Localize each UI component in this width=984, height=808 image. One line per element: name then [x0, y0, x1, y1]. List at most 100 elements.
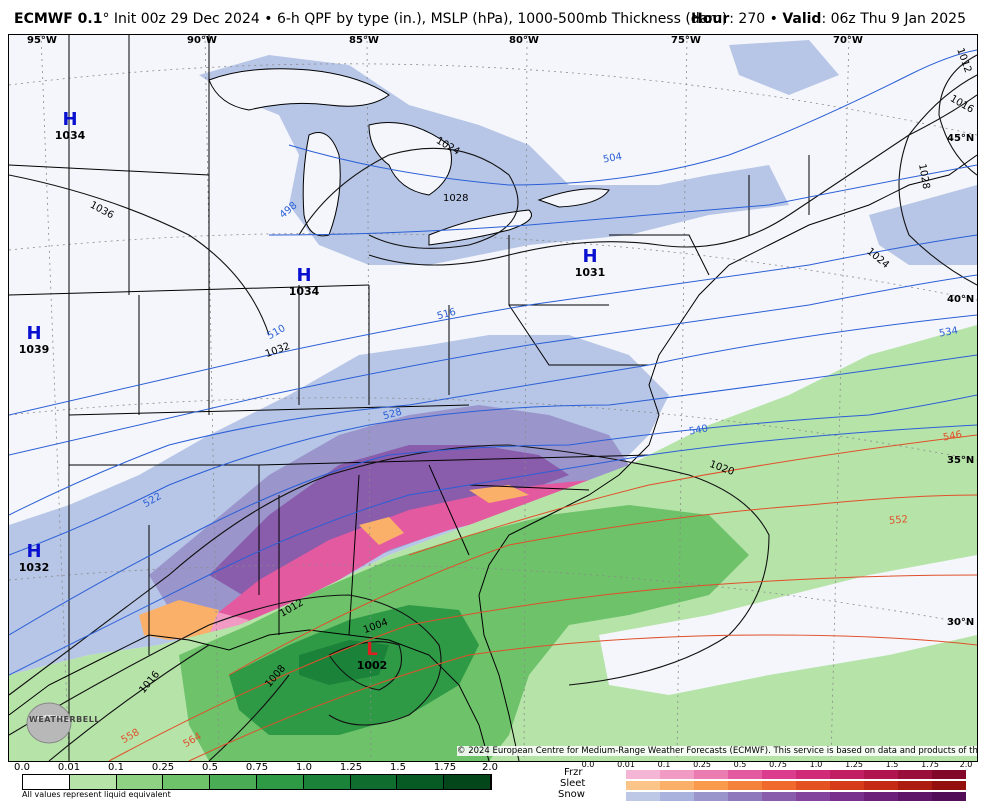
qpf-swatch	[444, 775, 491, 789]
sleet-label: Sleet	[560, 778, 586, 789]
ptype-swatch	[864, 792, 898, 801]
lake-superior	[208, 68, 390, 111]
qpf-swatch	[256, 775, 304, 789]
qpf-tick: 0.1	[108, 762, 124, 773]
ptype-swatch	[728, 781, 762, 790]
ptype-tick: 0.01	[617, 760, 635, 769]
pressure-value: 1031	[574, 266, 606, 279]
qpf-swatch	[397, 775, 445, 789]
qpf-tick: 0.0	[14, 762, 30, 773]
lat-label: 30°N	[947, 617, 975, 628]
snow-shade-north	[199, 55, 789, 265]
valid-time: Hour: 270 • Valid: 06z Thu 9 Jan 2025	[691, 11, 966, 27]
pressure-letter: L	[366, 639, 378, 660]
degree-sign: °	[102, 11, 110, 27]
high-pressure-center: H 1031	[565, 248, 615, 280]
ptype-swatch	[626, 781, 660, 790]
ptype-swatch	[932, 792, 966, 801]
qpf-tick: 0.5	[202, 762, 218, 773]
qpf-legend: 0.0 0.01 0.1 0.25 0.5 0.75 1.0 1.25 1.5 …	[14, 760, 498, 808]
ptype-swatch	[864, 770, 898, 779]
ptype-tick: 0.5	[733, 760, 747, 769]
snow-label: Snow	[558, 789, 585, 800]
ptype-tick: 1.0	[809, 760, 823, 769]
pressure-value: 1034	[54, 129, 86, 142]
ptype-swatch	[694, 770, 728, 779]
pressure-value: 1032	[18, 561, 50, 574]
copyright-notice: © 2024 European Centre for Medium-Range …	[457, 746, 977, 756]
qpf-tick: 1.25	[339, 762, 363, 773]
logo-wordmark: WEATHERBELL	[29, 715, 100, 724]
qpf-swatch	[69, 775, 117, 789]
qpf-tick: 1.0	[296, 762, 312, 773]
qpf-swatch	[23, 775, 70, 789]
rain-shade-ocean	[599, 555, 977, 695]
ptype-tick: 1.25	[845, 760, 863, 769]
ptype-swatch	[762, 770, 796, 779]
pressure-value: 1039	[18, 343, 50, 356]
qpf-swatch	[116, 775, 164, 789]
ptype-tick: 0.75	[769, 760, 787, 769]
qpf-swatch	[163, 775, 211, 789]
qpf-swatch	[350, 775, 398, 789]
ptype-swatch	[796, 781, 830, 790]
lat-label: 35°N	[947, 455, 975, 466]
ptype-tick: 0.1	[657, 760, 671, 769]
ptype-swatch	[796, 792, 830, 801]
ptype-swatch	[898, 792, 932, 801]
ptype-swatch	[864, 781, 898, 790]
ptype-swatch	[660, 770, 694, 779]
map-graphics	[9, 35, 977, 761]
high-pressure-center: H 1032	[9, 541, 59, 575]
ptype-swatch	[694, 792, 728, 801]
model-name: ECMWF 0.1	[14, 11, 103, 27]
low-pressure-center: L 1002	[347, 639, 397, 673]
ptype-swatch	[626, 770, 660, 779]
pressure-letter: H	[26, 541, 42, 562]
thickness-label: 552	[888, 514, 909, 527]
lon-label: 80°W	[509, 35, 539, 46]
lon-label: 85°W	[349, 35, 379, 46]
frzr-shade	[209, 480, 609, 625]
frzr-colorbar	[626, 770, 966, 779]
pressure-letter: H	[26, 323, 42, 344]
qpf-tick: 1.75	[433, 762, 457, 773]
ptype-swatch	[796, 770, 830, 779]
hour-label: Hour	[691, 11, 730, 27]
lake-michigan	[302, 132, 341, 237]
lake-erie	[428, 209, 532, 246]
lake-ontario	[537, 188, 610, 208]
thickness-red	[108, 434, 977, 761]
pressure-value: 1034	[288, 285, 320, 298]
map-title: ECMWF 0.1° Init 00z 29 Dec 2024 • 6-h QP…	[14, 11, 727, 27]
ptype-swatch	[830, 792, 864, 801]
ptype-swatch	[898, 781, 932, 790]
sleet-colorbar	[626, 781, 966, 790]
qpf-tick: 1.5	[390, 762, 406, 773]
ptype-swatch	[932, 781, 966, 790]
weatherbell-logo	[26, 702, 72, 744]
thickness-blue	[9, 49, 977, 676]
ptype-swatch	[626, 792, 660, 801]
sleet-shade-3	[469, 485, 529, 503]
graticule	[9, 35, 977, 761]
valid-value: : 06z Thu 9 Jan 2025	[821, 11, 966, 27]
ptype-swatch	[762, 781, 796, 790]
forecast-map: 95°W 90°W 85°W 80°W 75°W 70°W 45°N 40°N …	[8, 34, 978, 762]
ptype-swatch	[728, 792, 762, 801]
rain-shade-heaviest	[299, 640, 389, 685]
ptype-swatch	[728, 770, 762, 779]
ptype-swatch	[660, 792, 694, 801]
qpf-tick: 0.01	[57, 762, 81, 773]
qpf-swatch	[303, 775, 351, 789]
qpf-tick: 0.75	[245, 762, 269, 773]
qpf-swatch	[210, 775, 257, 789]
pressure-letter: H	[62, 109, 78, 130]
snow-shade-ne2	[729, 40, 839, 95]
ptype-tick: 1.5	[885, 760, 899, 769]
ptype-swatch	[898, 770, 932, 779]
lake-huron	[368, 122, 452, 196]
ptype-swatch	[762, 792, 796, 801]
qpf-tick: 2.0	[482, 762, 498, 773]
title-bar: ECMWF 0.1° Init 00z 29 Dec 2024 • 6-h QP…	[0, 0, 984, 34]
